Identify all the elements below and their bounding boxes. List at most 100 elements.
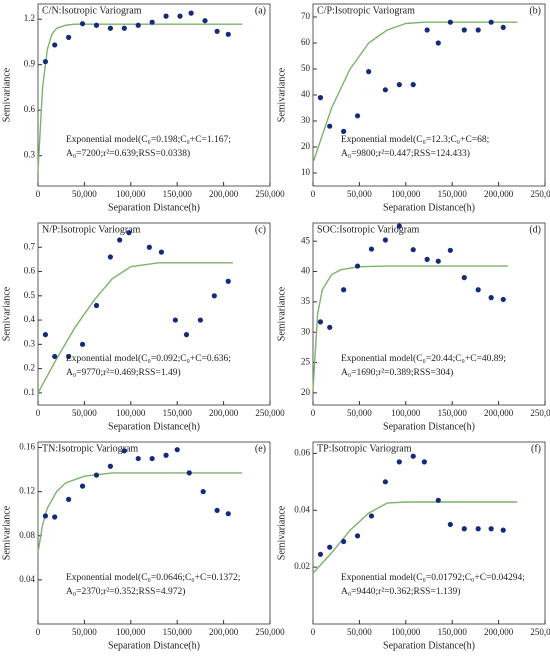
data-point <box>135 22 141 28</box>
data-point <box>202 18 208 24</box>
data-point <box>500 296 506 303</box>
data-point <box>410 82 416 88</box>
data-point <box>461 275 467 281</box>
data-point <box>368 513 375 519</box>
y-tick-label: 20 <box>301 387 311 397</box>
data-point <box>341 128 347 134</box>
model-annotation: Exponential model(C₀=0.0646;C₀+C=0.1372; <box>66 572 240 583</box>
data-point <box>368 246 375 252</box>
x-tick-label: 0 <box>311 627 316 637</box>
x-tick-label: 100,000 <box>391 189 421 199</box>
x-tick-label: 100,000 <box>116 627 146 637</box>
y-axis-label: Semivariance <box>276 67 287 122</box>
y-tick-label: 10 <box>301 167 311 177</box>
model-annotation: A₀=2370;r²=0.352;RSS=4.972) <box>66 586 185 597</box>
x-axis-label: Separation Distance(h) <box>108 421 200 432</box>
data-point <box>126 230 132 236</box>
y-tick-label: 70 <box>301 11 311 21</box>
data-point <box>52 353 58 360</box>
data-point <box>225 511 231 517</box>
y-axis-label: Semivariance <box>1 67 12 122</box>
data-point <box>117 237 123 243</box>
model-annotation: A₀=9440;r²=0.362;RSS=1.139) <box>341 586 460 597</box>
data-point <box>327 544 333 550</box>
data-point <box>488 295 494 301</box>
data-point <box>107 254 113 260</box>
panel-label: (c) <box>255 224 266 235</box>
y-tick-label: 1.2 <box>24 13 35 23</box>
y-tick-label: 0.16 <box>19 442 35 452</box>
x-axis-label: Separation Distance(h) <box>383 640 475 651</box>
y-tick-label: 50 <box>301 63 311 73</box>
plot-frame <box>37 441 271 625</box>
data-point <box>410 247 416 253</box>
y-tick-label: 0.06 <box>294 447 310 457</box>
x-tick-label: 250,000 <box>530 408 550 418</box>
data-point <box>396 459 402 465</box>
plot-frame <box>37 222 271 406</box>
fit-curve <box>37 472 243 553</box>
data-point <box>447 19 453 25</box>
data-point <box>135 455 141 462</box>
x-axis-label: Separation Distance(h) <box>108 202 200 213</box>
data-point <box>382 237 388 243</box>
chart-title: C/N:Isotropic Variogram <box>42 5 142 16</box>
x-tick-label: 250,000 <box>530 189 550 199</box>
data-point <box>214 28 220 34</box>
x-tick-label: 0 <box>36 189 41 199</box>
data-point <box>354 263 361 269</box>
x-tick-label: 50,000 <box>72 189 97 199</box>
model-annotation: A₀=7200;r²=0.639;RSS=0.0338) <box>66 148 190 159</box>
data-point <box>214 507 220 513</box>
data-point <box>121 25 127 31</box>
chart-title: N/P:Isotropic Variogram <box>42 224 141 235</box>
x-tick-label: 150,000 <box>163 408 193 418</box>
data-point <box>149 455 155 462</box>
x-tick-label: 150,000 <box>163 189 193 199</box>
data-point <box>410 453 416 459</box>
x-tick-label: 0 <box>36 408 41 418</box>
data-point <box>366 69 372 75</box>
model-annotation: A₀=9800;r²=0.447;RSS=124.433) <box>341 148 470 159</box>
y-tick-label: 0.3 <box>24 338 36 348</box>
y-tick-label: 45 <box>301 235 311 245</box>
data-point <box>79 483 86 489</box>
x-tick-label: 200,000 <box>484 408 514 418</box>
data-point <box>447 521 453 528</box>
y-tick-label: 0.12 <box>19 486 35 496</box>
plot-frame <box>37 3 271 187</box>
x-tick-label: 100,000 <box>116 189 146 199</box>
y-tick-label: 0.1 <box>24 387 35 397</box>
x-tick-label: 50,000 <box>347 189 372 199</box>
y-axis-label: Semivariance <box>1 505 12 560</box>
x-axis-label: Separation Distance(h) <box>108 640 200 651</box>
y-tick-label: 0.3 <box>24 150 36 160</box>
x-tick-label: 0 <box>311 189 316 199</box>
panel: 0 50,000 100,000 150,000 200,000 250,000 0.04 0… <box>1 442 285 652</box>
panel-label: (f) <box>531 443 541 454</box>
fit-curve <box>37 262 233 394</box>
y-tick-label: 0.08 <box>19 530 35 540</box>
y-tick-label: 20 <box>301 141 311 151</box>
data-point <box>79 341 86 347</box>
data-point <box>177 13 183 19</box>
data-point <box>42 59 49 65</box>
data-point <box>42 513 49 519</box>
data-point <box>149 19 155 25</box>
x-axis-label: Separation Distance(h) <box>383 202 475 213</box>
data-point <box>93 472 100 478</box>
chart-title: TP:Isotropic Variogram <box>317 443 412 454</box>
data-point <box>225 31 231 37</box>
data-point <box>421 459 427 465</box>
data-point <box>66 353 72 360</box>
chart-title: C/P:Isotropic Variogram <box>317 5 415 16</box>
data-point <box>500 527 506 533</box>
data-point <box>146 244 152 250</box>
y-tick-label: 40 <box>301 89 311 99</box>
x-tick-label: 150,000 <box>438 189 468 199</box>
data-point <box>66 34 72 40</box>
x-tick-label: 50,000 <box>347 627 372 637</box>
y-tick-label: 0.7 <box>24 241 36 251</box>
x-tick-label: 100,000 <box>391 627 421 637</box>
panel-label: (d) <box>529 224 541 235</box>
